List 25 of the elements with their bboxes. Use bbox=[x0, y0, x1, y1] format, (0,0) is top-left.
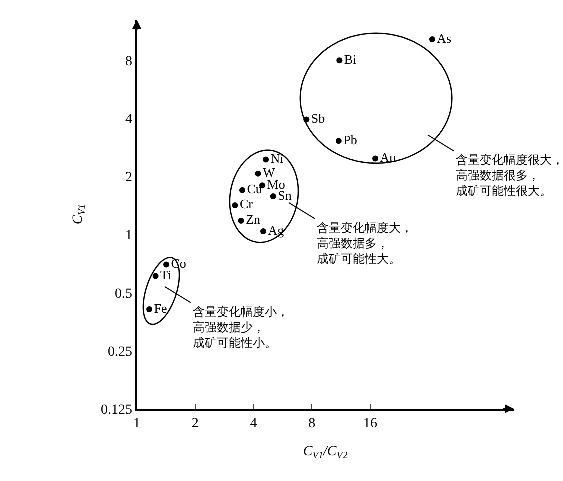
legend-label: Zn bbox=[246, 212, 261, 228]
x-tick-label: 16 bbox=[363, 416, 378, 432]
y-tick-label: 0.5 bbox=[114, 286, 132, 302]
y-tick-label: 2 bbox=[125, 170, 132, 186]
series-label: Cu bbox=[247, 182, 263, 197]
series-label: As bbox=[437, 30, 452, 46]
series-label: Sb bbox=[311, 111, 326, 126]
y-tick-label: 4 bbox=[125, 112, 132, 128]
annotation: 含量变化幅度小，高强数据少，成矿可能性小。 bbox=[193, 305, 289, 350]
x-tick-label: 4 bbox=[250, 416, 258, 432]
x-axis-title: C$_{V1}$/C$_{V2}$ bbox=[303, 444, 348, 462]
annotation: 含量变化幅度很大，高强数据很多，成矿可能性很大。 bbox=[456, 153, 563, 198]
y-tick-label: 0.25 bbox=[108, 344, 132, 360]
x-tick-label: 8 bbox=[308, 416, 316, 432]
annotation: 含量变化幅度大，高强数据多，成矿可能性大。 bbox=[317, 221, 413, 266]
series-label: Cr bbox=[240, 196, 254, 212]
y-tick-label: 0.125 bbox=[100, 402, 132, 418]
series-label: Bi bbox=[344, 52, 358, 67]
x-tick-label: 2 bbox=[192, 416, 199, 432]
y-tick-label: 1 bbox=[125, 228, 132, 244]
series-label: Fe bbox=[154, 300, 168, 316]
y-tick-label: 8 bbox=[125, 54, 132, 70]
series-label: Pb bbox=[344, 132, 358, 148]
series-label: Ni bbox=[270, 151, 284, 166]
series-label: Ti bbox=[160, 267, 172, 282]
